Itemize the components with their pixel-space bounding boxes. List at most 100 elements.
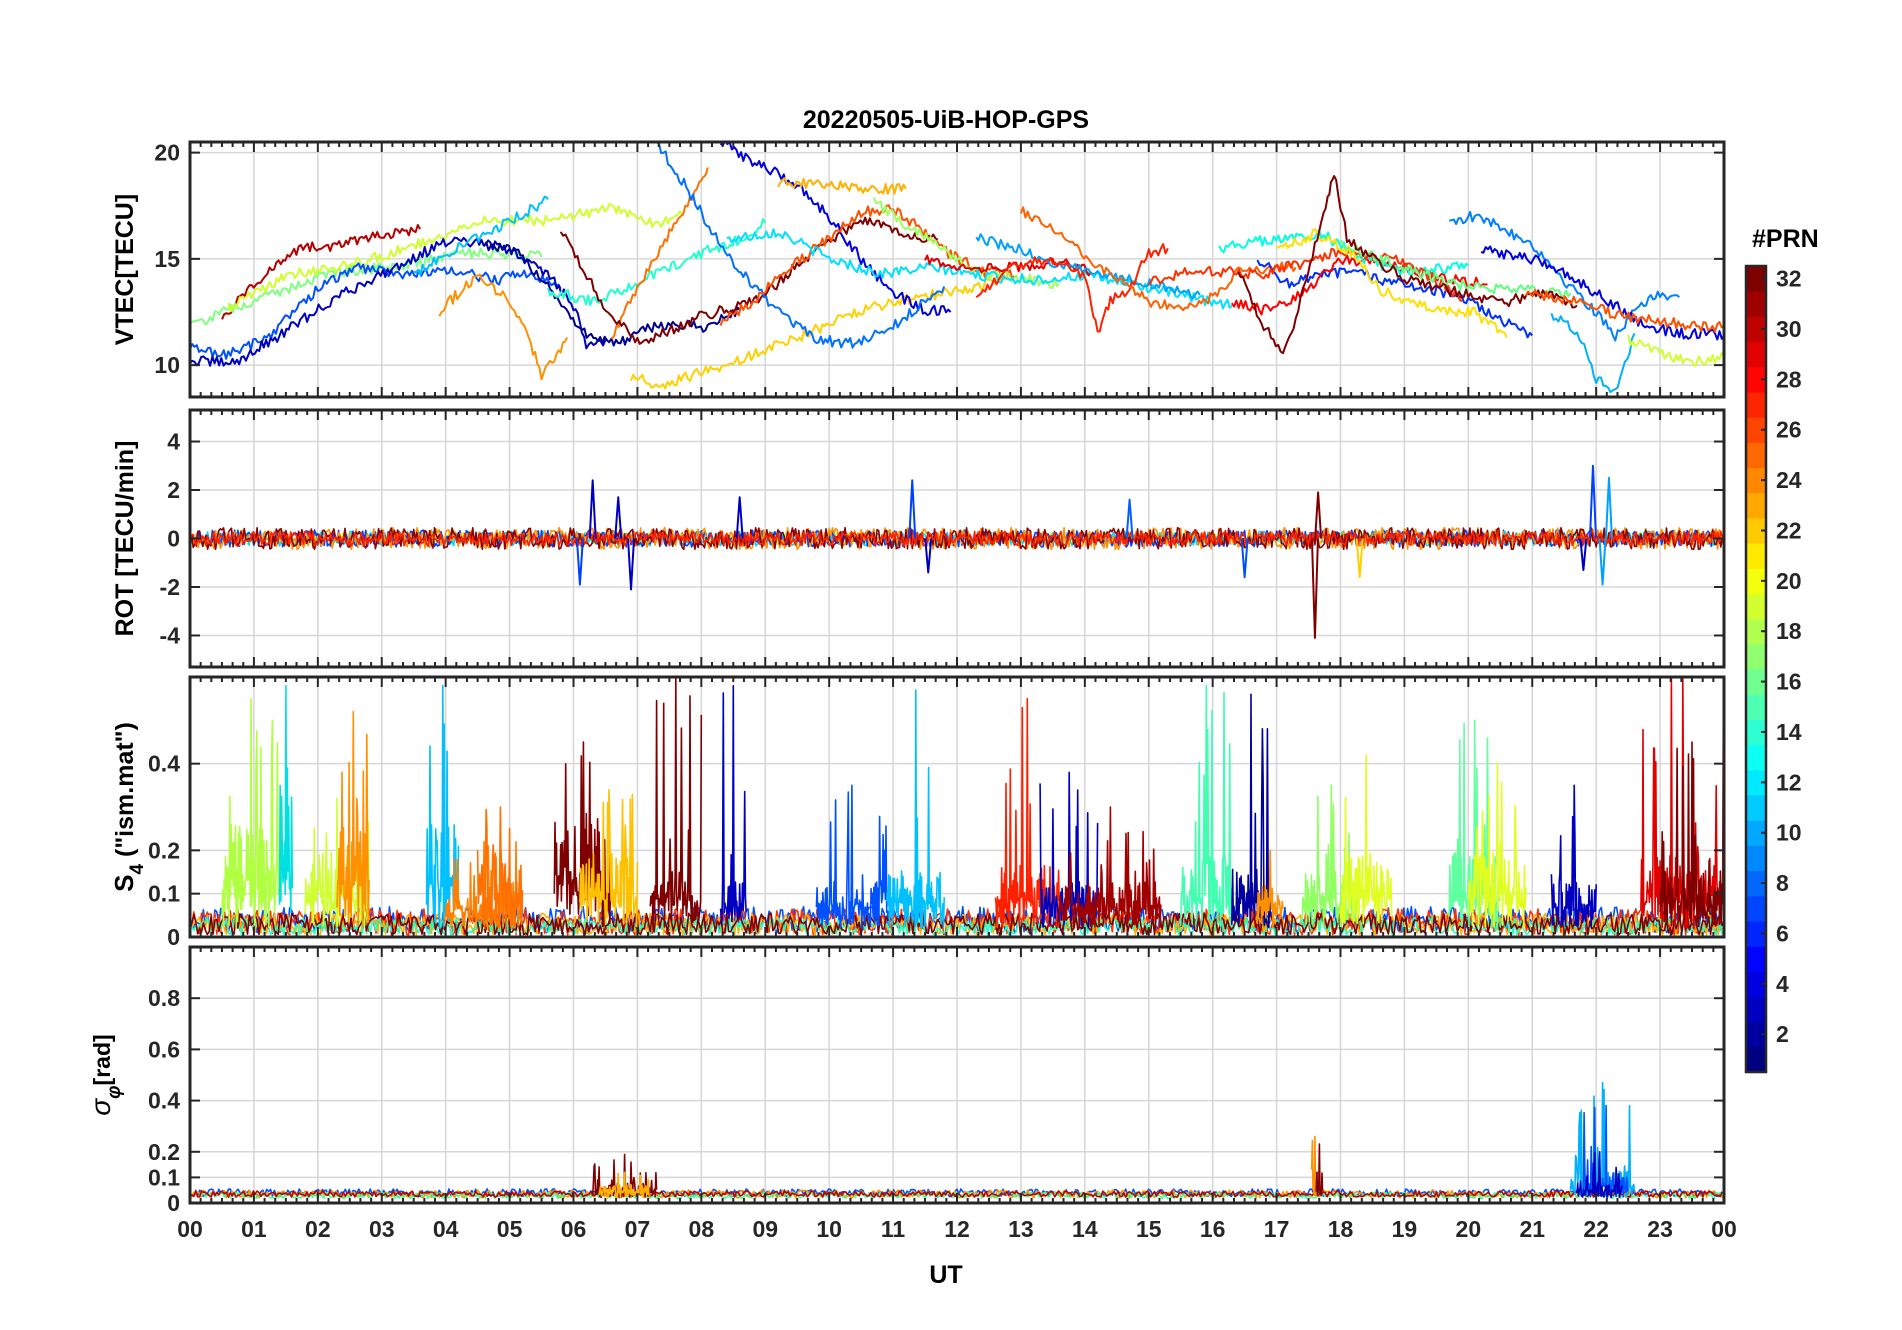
y-label-rest: ("ism.mat") <box>111 722 139 864</box>
x-tick-label: 14 <box>1072 1216 1098 1242</box>
rot-series-red <box>190 530 1724 547</box>
colorbar-label: #PRN <box>1752 225 1819 253</box>
chart-title: 20220505-UiB-HOP-GPS <box>803 106 1089 134</box>
s4-burst-20 <box>1339 754 1393 925</box>
vtec-series-prn-4 <box>1256 259 1534 339</box>
vtec-series-prn-19 <box>227 202 683 312</box>
colorbar-level-19 <box>1746 593 1766 620</box>
rot-spike-1 <box>575 538 584 586</box>
s4-burst-10 <box>719 684 747 927</box>
colorbar-level-13 <box>1746 744 1766 771</box>
s4-burst-12 <box>885 689 945 929</box>
y-axis-label-sigma_phi: σφ[rad] <box>85 1034 125 1115</box>
x-tick-label: 21 <box>1519 1216 1545 1242</box>
x-tick-label: 02 <box>305 1216 331 1242</box>
x-tick-label: 00 <box>1711 1216 1737 1242</box>
rot-spike-12 <box>1588 464 1597 539</box>
y-tick-label: 4 <box>167 429 180 455</box>
colorbar-level-27 <box>1746 391 1766 418</box>
x-tick-label: 16 <box>1200 1216 1226 1242</box>
vtec-series-prn-14 <box>546 218 767 307</box>
x-tick-label: 13 <box>1008 1216 1034 1242</box>
colorbar-level-24 <box>1746 467 1766 494</box>
colorbar-level-14 <box>1746 719 1766 746</box>
vtec-series-prn-6 <box>656 142 946 349</box>
y-tick-label: 2 <box>167 477 180 503</box>
rot-spike-9 <box>1310 538 1319 639</box>
rot-spike-14 <box>1598 538 1607 586</box>
x-ticks-s4 <box>189 677 1725 937</box>
panel-s4: 00.10.20.4S4 ("ism.mat") <box>109 675 1726 950</box>
x-tick-label: 20 <box>1456 1216 1482 1242</box>
s4-burst-3 <box>336 710 370 929</box>
y-label-sub: φ <box>104 1085 125 1098</box>
x-tick-label: 03 <box>369 1216 395 1242</box>
y-axis-label-s4: S4 ("ism.mat") <box>109 722 148 892</box>
y-ticks-rot: -4 -2 0 2 4 <box>160 429 1724 648</box>
x-tick-label: 08 <box>689 1216 715 1242</box>
colorbar-level-20 <box>1746 568 1766 595</box>
sigma_phi-burst-5 <box>1582 1104 1629 1199</box>
colorbar-level-16 <box>1746 669 1766 695</box>
vtec-series-prn-11 <box>726 228 1233 310</box>
x-ticks-rot <box>189 410 1725 667</box>
vtec-series-prn-3 <box>719 142 952 317</box>
colorbar-level-15 <box>1746 694 1766 720</box>
colorbar-level-12 <box>1746 769 1766 796</box>
colorbar-tick-label: 2 <box>1776 1021 1789 1047</box>
vtec-series-prn-27 <box>1148 247 1463 303</box>
colorbar-tick-label: 32 <box>1776 266 1802 292</box>
colorbar-level-26 <box>1746 417 1766 443</box>
panel-rot: -4 -2 0 2 4 ROT [TECU/min] <box>111 408 1726 669</box>
colorbar-tick-label: 10 <box>1776 820 1802 846</box>
y-tick-label: 15 <box>154 246 180 272</box>
vtec-series-prn-32 <box>1237 175 1578 355</box>
y-tick-label: 0.8 <box>148 985 180 1011</box>
y-tick-label: 0.1 <box>148 881 180 907</box>
s4-burst-1 <box>278 684 294 913</box>
rot-spike-3 <box>614 496 623 539</box>
rot-spike-15 <box>1579 538 1588 572</box>
colorbar-level-25 <box>1746 442 1766 469</box>
y-tick-label: -2 <box>160 574 180 600</box>
s4-burst-21 <box>1448 719 1501 930</box>
colorbar-level-5 <box>1746 946 1766 972</box>
x-tick-label: 23 <box>1647 1216 1673 1242</box>
colorbar-level-1 <box>1746 1046 1766 1073</box>
colorbar-tick-label: 6 <box>1776 920 1789 946</box>
y-ticks-vtec: 10 15 20 <box>154 140 1724 378</box>
vtec-series-prn-7 <box>1449 210 1680 342</box>
s4-burst-16 <box>1179 684 1233 928</box>
vtec-series-prn-3 <box>1480 245 1724 341</box>
colorbar-tick-label: 8 <box>1776 870 1789 896</box>
y-tick-label: 0.4 <box>148 751 180 777</box>
colorbar-level-17 <box>1746 643 1766 670</box>
vtec-series-prn-20 <box>1276 228 1508 338</box>
vtec-series-prn-22 <box>777 177 907 195</box>
s4-burst-17 <box>1231 693 1271 929</box>
y-tick-label: -4 <box>160 622 181 648</box>
rot-spike-8 <box>1240 538 1249 579</box>
y-label-main: S <box>109 875 139 892</box>
colorbar-tick-label: 4 <box>1776 971 1789 997</box>
rot-spike-10 <box>1314 491 1323 539</box>
colorbar-tick-label: 16 <box>1776 669 1802 695</box>
y-axis-label-rot: ROT [TECU/min] <box>111 441 139 637</box>
vtec-series-prn-29 <box>1230 254 1488 316</box>
s4-burst-19 <box>1301 784 1361 929</box>
vtec-series-prn-8 <box>975 233 1201 300</box>
colorbar-level-32 <box>1746 266 1766 292</box>
x-tick-label: 18 <box>1328 1216 1354 1242</box>
vtec-series-prn-2 <box>190 236 607 367</box>
colorbar-level-21 <box>1746 543 1766 569</box>
x-tick-label: 12 <box>944 1216 970 1242</box>
s4-burst-18 <box>1256 849 1284 929</box>
colorbar-level-3 <box>1746 996 1766 1023</box>
rot-spike-5 <box>908 479 917 539</box>
colorbar-tick-label: 26 <box>1776 417 1802 443</box>
y-tick-label: 0.4 <box>148 1088 180 1114</box>
panel-vtec: 10 15 20 VTEC[TECU] <box>111 140 1726 399</box>
vtec-series-prn-24 <box>610 167 709 340</box>
rot-spike-7 <box>1125 498 1134 539</box>
s4-burst-7 <box>553 741 613 928</box>
